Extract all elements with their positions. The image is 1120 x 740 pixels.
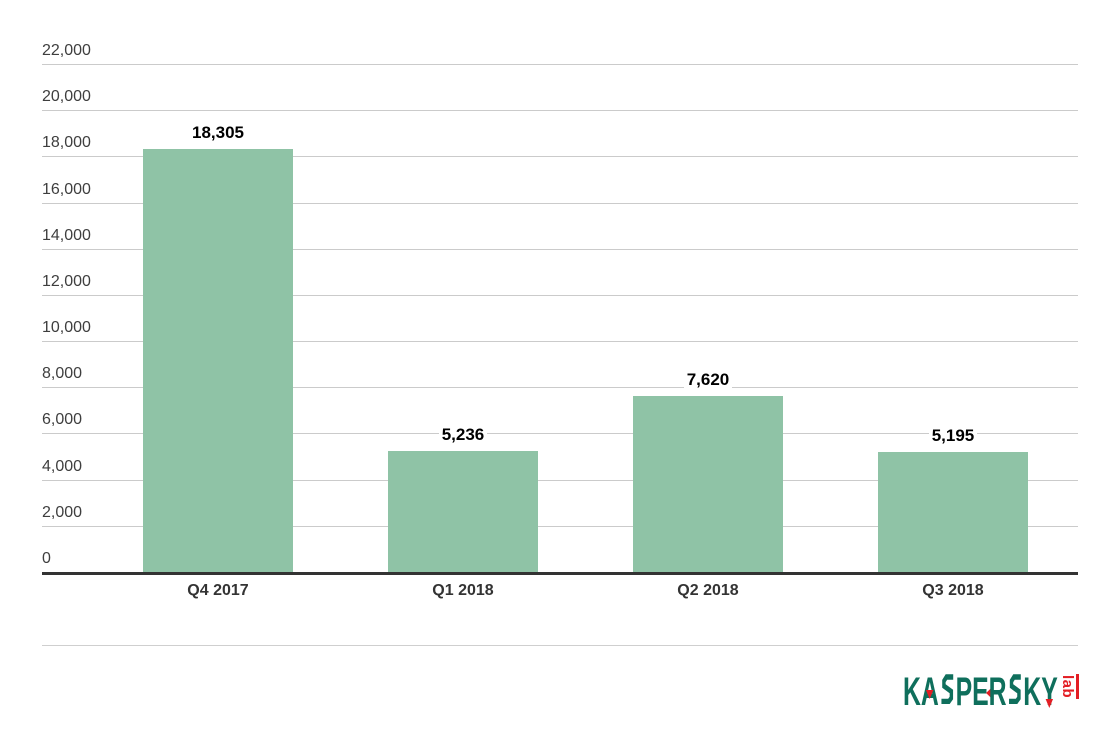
gridline — [42, 341, 1078, 342]
gridline — [42, 156, 1078, 157]
x-axis-category-label: Q4 2017 — [187, 582, 249, 599]
separator-line — [42, 645, 1078, 646]
logo-letter-s — [1007, 674, 1024, 712]
y-axis-tick-label: 8,000 — [42, 365, 83, 382]
bar-value-label: 18,305 — [143, 123, 293, 143]
gridline — [42, 526, 1078, 527]
bar-value-text: 5,195 — [928, 426, 978, 445]
y-axis-tick-label: 14,000 — [42, 227, 91, 244]
bar-value-label: 5,236 — [388, 425, 538, 445]
y-axis-tick-label: 2,000 — [42, 504, 83, 521]
y-axis-tick-label: 16,000 — [42, 181, 91, 198]
x-axis-category-label: Q3 2018 — [922, 582, 984, 599]
y-axis-tick-label: 12,000 — [42, 273, 91, 290]
bar-value-label: 5,195 — [878, 426, 1028, 446]
bar-q2-2018 — [633, 396, 783, 572]
gridline — [42, 295, 1078, 296]
logo-red-triangle — [926, 690, 934, 699]
logo-letter-k: K — [903, 670, 921, 714]
kaspersky-lab-suffix: lab — [1059, 674, 1079, 700]
gridline — [42, 433, 1078, 434]
y-axis-tick-label: 4,000 — [42, 458, 83, 475]
y-axis-tick-label: 18,000 — [42, 134, 91, 151]
gridline — [42, 480, 1078, 481]
logo-letter-e: E — [972, 672, 993, 712]
y-axis-tick-label: 22,000 — [42, 42, 91, 59]
y-axis-tick-label: 10,000 — [42, 319, 91, 336]
bar-value-label: 7,620 — [633, 370, 783, 390]
logo-letter-p: P — [955, 670, 973, 714]
x-axis-category-label: Q2 2018 — [677, 582, 739, 599]
gridline — [42, 249, 1078, 250]
logo-letter-k: K — [1023, 670, 1042, 714]
bar-q1-2018 — [388, 451, 538, 572]
gridline — [42, 203, 1078, 204]
gridline — [42, 387, 1078, 388]
bar-value-text: 18,305 — [189, 123, 247, 142]
logo-red-triangle — [986, 687, 993, 699]
logo-letter-y: Y — [1041, 670, 1058, 714]
logo-red-triangle — [1045, 699, 1054, 708]
bar-value-text: 5,236 — [438, 425, 488, 444]
x-axis-line — [42, 572, 1078, 575]
x-axis-category-label: Q1 2018 — [432, 582, 494, 599]
logo-lightning-s-glyph — [1009, 674, 1021, 704]
gridline — [42, 64, 1078, 65]
logo-letter-a: A — [920, 670, 939, 714]
logo-lightning-s-glyph — [941, 674, 954, 704]
y-axis-tick-label: 6,000 — [42, 411, 83, 428]
y-axis-tick-label: 20,000 — [42, 88, 91, 105]
bar-value-text: 7,620 — [683, 370, 733, 389]
logo-letter-s — [939, 674, 956, 712]
bar-q4-2017 — [143, 149, 293, 572]
logo-letter-r: R — [988, 670, 1007, 714]
y-axis-tick-label: 0 — [42, 550, 51, 567]
gridline — [42, 110, 1078, 111]
bar-q3-2018 — [878, 452, 1028, 572]
